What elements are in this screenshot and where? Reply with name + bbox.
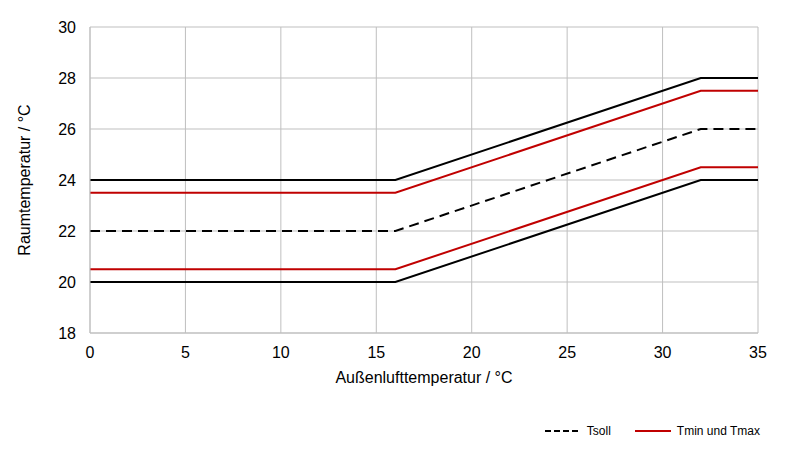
svg-text:15: 15 bbox=[367, 344, 385, 361]
svg-text:22: 22 bbox=[58, 223, 76, 240]
svg-text:35: 35 bbox=[749, 344, 767, 361]
svg-text:30: 30 bbox=[58, 19, 76, 36]
svg-text:5: 5 bbox=[181, 344, 190, 361]
svg-text:24: 24 bbox=[58, 172, 76, 189]
svg-text:Raumtemperatur / °C: Raumtemperatur / °C bbox=[16, 104, 33, 255]
svg-text:25: 25 bbox=[558, 344, 576, 361]
svg-text:Außenlufttemperatur / °C: Außenlufttemperatur / °C bbox=[335, 369, 512, 386]
svg-text:20: 20 bbox=[58, 274, 76, 291]
html-text:Tsoll: Tsoll bbox=[586, 424, 611, 438]
svg-text:26: 26 bbox=[58, 121, 76, 138]
svg-text:30: 30 bbox=[654, 344, 672, 361]
svg-text:18: 18 bbox=[58, 325, 76, 342]
svg-text:10: 10 bbox=[272, 344, 290, 361]
svg-text:0: 0 bbox=[86, 344, 95, 361]
svg-text:20: 20 bbox=[463, 344, 481, 361]
html-text:Tmin und Tmax: Tmin und Tmax bbox=[676, 424, 760, 438]
svg-text:28: 28 bbox=[58, 70, 76, 87]
